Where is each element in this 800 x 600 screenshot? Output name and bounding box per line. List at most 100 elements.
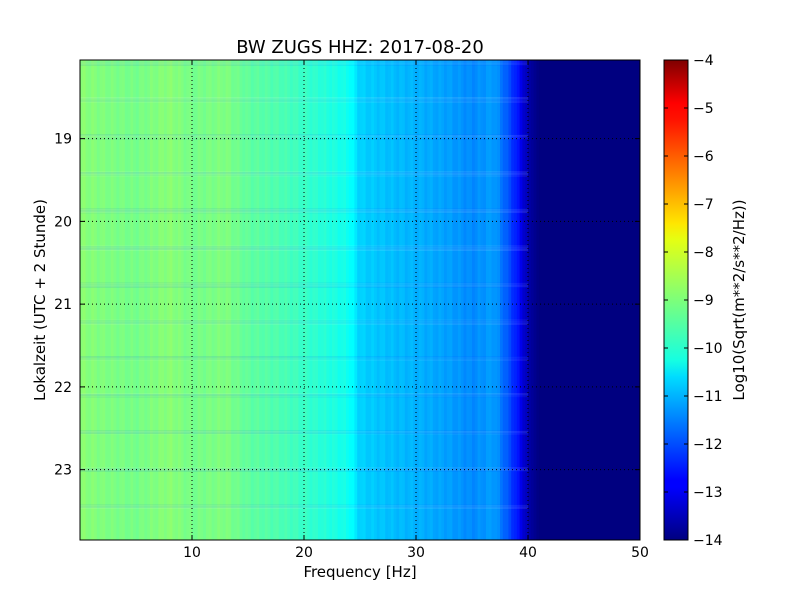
heatmap-column bbox=[133, 60, 137, 540]
colorbar-tick-label: −14 bbox=[693, 533, 723, 549]
heatmap-column bbox=[592, 60, 596, 540]
heatmap-column bbox=[270, 60, 274, 540]
heatmap-column bbox=[612, 60, 616, 540]
heatmap-column bbox=[80, 60, 84, 540]
heatmap-streak bbox=[80, 286, 528, 288]
heatmap-column bbox=[614, 60, 618, 540]
heatmap-column bbox=[337, 60, 341, 540]
heatmap-column bbox=[290, 60, 294, 540]
heatmap-column bbox=[578, 60, 582, 540]
heatmap-column bbox=[175, 60, 179, 540]
heatmap-column bbox=[329, 60, 333, 540]
heatmap-streak bbox=[80, 470, 528, 472]
heatmap-column bbox=[245, 60, 249, 540]
heatmap-column bbox=[141, 60, 145, 540]
heatmap-column bbox=[239, 60, 243, 540]
heatmap-column bbox=[396, 60, 400, 540]
heatmap-column bbox=[628, 60, 632, 540]
heatmap-column bbox=[147, 60, 151, 540]
heatmap-column bbox=[519, 60, 523, 540]
heatmap-column bbox=[169, 60, 173, 540]
heatmap-column bbox=[432, 60, 436, 540]
heatmap-column bbox=[488, 60, 492, 540]
heatmap-column bbox=[99, 60, 103, 540]
heatmap-streak bbox=[80, 282, 528, 284]
heatmap-column bbox=[85, 60, 89, 540]
heatmap-column bbox=[256, 60, 260, 540]
heatmap-column bbox=[220, 60, 224, 540]
colorbar-tick-label: −10 bbox=[693, 341, 723, 357]
heatmap-column bbox=[96, 60, 100, 540]
heatmap-column bbox=[556, 60, 560, 540]
heatmap-column bbox=[122, 60, 126, 540]
heatmap-streak bbox=[80, 174, 528, 176]
y-axis-ticks: 19 20 21 22 23 bbox=[54, 132, 640, 479]
heatmap-column bbox=[547, 60, 551, 540]
heatmap-column bbox=[446, 60, 450, 540]
heatmap-column bbox=[203, 60, 207, 540]
heatmap-column bbox=[631, 60, 635, 540]
heatmap-column bbox=[435, 60, 439, 540]
heatmap-column bbox=[276, 60, 280, 540]
heatmap-column bbox=[357, 60, 361, 540]
heatmap-column bbox=[346, 60, 350, 540]
heatmap-column bbox=[189, 60, 193, 540]
colorbar-label: Log10(Sqrt(m**2/s**2/Hz)) bbox=[730, 199, 748, 400]
heatmap-column bbox=[315, 60, 319, 540]
heatmap-column bbox=[530, 60, 534, 540]
heatmap-column bbox=[634, 60, 638, 540]
heatmap-column bbox=[320, 60, 324, 540]
heatmap-column bbox=[102, 60, 106, 540]
heatmap-column bbox=[127, 60, 131, 540]
heatmap-column bbox=[231, 60, 235, 540]
heatmap-column bbox=[637, 60, 640, 540]
heatmap-column bbox=[413, 60, 417, 540]
heatmap-column bbox=[491, 60, 495, 540]
heatmap-column bbox=[192, 60, 196, 540]
heatmap-column bbox=[603, 60, 607, 540]
heatmap-column bbox=[393, 60, 397, 540]
heatmap-column bbox=[460, 60, 464, 540]
heatmap-column bbox=[500, 60, 504, 540]
heatmap-column bbox=[326, 60, 330, 540]
x-tick-label: 30 bbox=[407, 545, 425, 561]
heatmap-column bbox=[172, 60, 176, 540]
heatmap-column bbox=[581, 60, 585, 540]
heatmap-column bbox=[334, 60, 338, 540]
heatmap-column bbox=[178, 60, 182, 540]
heatmap-column bbox=[572, 60, 576, 540]
heatmap-column bbox=[385, 60, 389, 540]
heatmap-column bbox=[575, 60, 579, 540]
colorbar-tick-label: −5 bbox=[693, 101, 714, 117]
colorbar-tick-label: −13 bbox=[693, 485, 723, 501]
heatmap-column bbox=[287, 60, 291, 540]
heatmap-streak bbox=[80, 505, 528, 507]
heatmap-column bbox=[267, 60, 271, 540]
heatmap-column bbox=[150, 60, 154, 540]
y-tick-label: 20 bbox=[54, 214, 72, 230]
heatmap-column bbox=[119, 60, 123, 540]
heatmap-streak bbox=[80, 433, 528, 435]
heatmap-column bbox=[497, 60, 501, 540]
heatmap-column bbox=[354, 60, 358, 540]
heatmap-column bbox=[351, 60, 355, 540]
heatmap-column bbox=[155, 60, 159, 540]
heatmap-streak bbox=[80, 245, 528, 247]
heatmap-column bbox=[94, 60, 98, 540]
heatmap-column bbox=[225, 60, 229, 540]
heatmap-column bbox=[158, 60, 162, 540]
heatmap-column bbox=[318, 60, 322, 540]
heatmap-column bbox=[222, 60, 226, 540]
heatmap-column bbox=[323, 60, 327, 540]
heatmap-column bbox=[609, 60, 613, 540]
heatmap-column bbox=[110, 60, 114, 540]
colorbar-tick-label: −8 bbox=[693, 245, 714, 261]
heatmap-streak bbox=[80, 210, 528, 212]
heatmap-column bbox=[444, 60, 448, 540]
heatmap-column bbox=[161, 60, 165, 540]
heatmap-column bbox=[598, 60, 602, 540]
grid-lines bbox=[80, 60, 640, 540]
heatmap-column bbox=[561, 60, 565, 540]
heatmap-column bbox=[508, 60, 512, 540]
